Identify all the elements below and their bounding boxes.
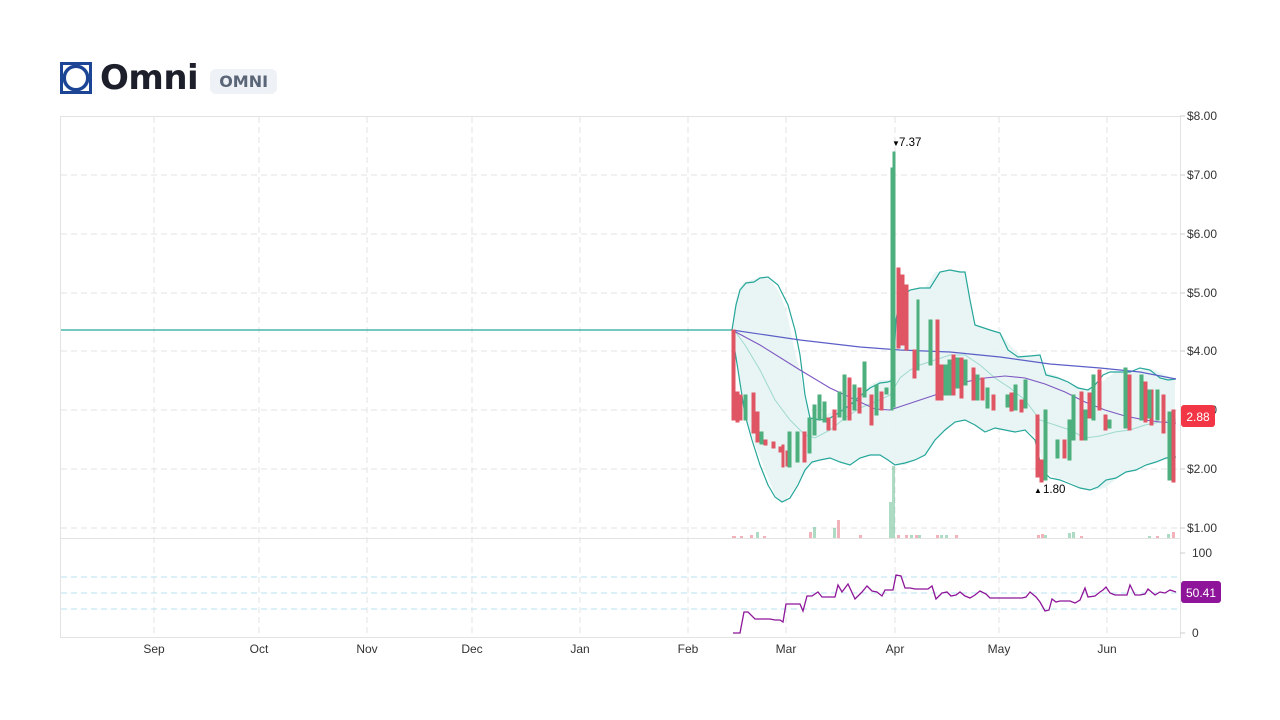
rsi-value: 50.41 <box>1186 586 1216 600</box>
omni-logo-icon <box>60 62 92 94</box>
price-label: $5.00 <box>1187 286 1217 300</box>
price-label: $7.00 <box>1187 168 1217 182</box>
month-label: Mar <box>776 642 797 656</box>
volume-bars <box>732 466 1175 538</box>
last-price-badge: 2.88 <box>1181 405 1215 427</box>
month-label: Feb <box>678 642 699 656</box>
month-label: Oct <box>250 642 269 656</box>
high-marker-icon: ▼ <box>892 139 900 148</box>
long-moving-average <box>731 329 1177 380</box>
price-axis-ticks <box>1180 115 1185 634</box>
price-label: $2.00 <box>1187 462 1217 476</box>
price-label: $8.00 <box>1187 109 1217 123</box>
rsi-axis-label-100: 100 <box>1192 546 1212 560</box>
month-label: Dec <box>461 642 482 656</box>
price-axis: $8.00 $7.00 $6.00 $5.00 $4.00 $3.00 $2.0… <box>1187 109 1217 535</box>
month-label: Nov <box>356 642 377 656</box>
low-annotation: 1.80 <box>1043 484 1065 496</box>
rsi-line <box>733 574 1177 634</box>
ticker-badge: OMNI <box>210 68 278 94</box>
chart-frame <box>60 116 1181 638</box>
asset-name: Omni <box>100 58 199 98</box>
month-label: Jan <box>570 642 589 656</box>
rsi-axis-label-0: 0 <box>1192 626 1199 640</box>
last-price-value: 2.88 <box>1186 410 1210 424</box>
price-label: $1.00 <box>1187 521 1217 535</box>
low-marker-icon: ▲ <box>1034 486 1042 495</box>
bollinger-middle-band <box>733 329 1177 439</box>
time-axis: Sep Oct Nov Dec Jan Feb Mar Apr May Jun <box>143 642 1116 656</box>
bollinger-upper-band <box>731 269 1177 421</box>
month-label: Jun <box>1097 642 1116 656</box>
month-label: Sep <box>143 642 165 656</box>
rsi-value-badge: 50.41 <box>1181 581 1221 603</box>
rsi-level-lines <box>61 576 1180 610</box>
high-annotation: 7.37 <box>899 137 921 149</box>
chart-header: Omni OMNI <box>60 58 278 98</box>
month-label: Apr <box>886 642 905 656</box>
price-label: $4.00 <box>1187 344 1217 358</box>
bollinger-lower-band <box>733 344 1177 503</box>
month-label: May <box>988 642 1011 656</box>
price-label: $6.00 <box>1187 227 1217 241</box>
candlesticks <box>731 151 1176 483</box>
